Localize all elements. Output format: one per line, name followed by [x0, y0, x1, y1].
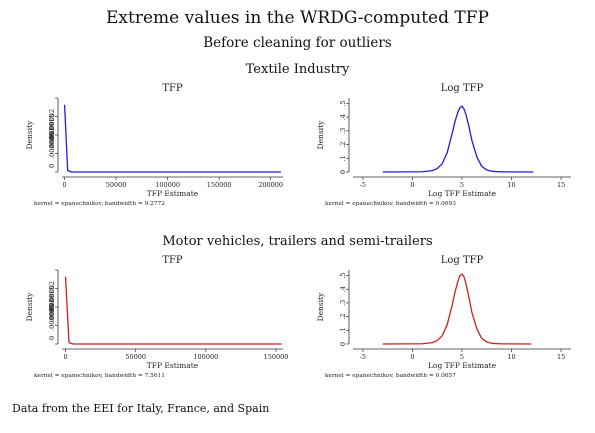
textile-log-tfp-y-tick-label: .3 — [339, 128, 347, 134]
textile-tfp-y-label: Density — [25, 120, 34, 150]
textile-log-tfp-title: Log TFP — [441, 83, 484, 94]
motor-log-tfp-x-tick-label: 15 — [557, 353, 565, 361]
motor-log-tfp-x-tick-label: 5 — [460, 353, 464, 361]
section-title-textile: Textile Industry — [245, 62, 350, 77]
textile-tfp-x-label: TFP Estimate — [147, 189, 199, 198]
motor-tfp-x-tick-label: 100000 — [193, 353, 218, 361]
textile-tfp-y-tick-label: .00002 — [48, 109, 56, 132]
textile-log-tfp-y-tick-label: 0 — [339, 170, 347, 174]
textile-log-tfp-x-tick-label: -5 — [360, 181, 366, 189]
motor-tfp-y-tick-label: 0 — [48, 336, 56, 340]
textile-log-tfp-x-tick-label: 15 — [557, 181, 565, 189]
subtitle: Before cleaning for outliers — [203, 35, 392, 51]
textile-tfp-y-tick-label: .000015 — [48, 114, 56, 141]
motor-tfp-x-tick-label: 50000 — [125, 353, 146, 361]
motor-tfp-y-tick-label: .000005 — [48, 304, 56, 331]
motor-tfp-y-tick-label: .00002 — [48, 281, 56, 304]
textile-log-tfp-density-line — [382, 105, 534, 173]
textile-log-tfp-kernel-note: kernel = epanechnikov, bandwidth = 0.069… — [325, 201, 456, 207]
motor-log-tfp-y-tick-label: .2 — [339, 313, 347, 319]
textile-log-tfp-x-tick-label: 5 — [460, 181, 464, 189]
motor-log-tfp-x-tick-label: 0 — [410, 353, 414, 361]
main-title: Extreme values in the WRDG-computed TFP — [106, 8, 489, 28]
motor-log-tfp-kernel-note: kernel = epanechnikov, bandwidth = 0.065… — [325, 373, 456, 379]
motor-tfp-x-label: TFP Estimate — [147, 361, 199, 370]
textile-tfp-x-tick-label: 200000 — [258, 181, 283, 189]
textile-tfp-x-tick-label: 150000 — [207, 181, 232, 189]
motor-log-tfp-density-line — [382, 273, 532, 345]
motor-tfp-kernel-note: kernel = epanechnikov, bandwidth = 7.561… — [34, 373, 165, 379]
textile-tfp-y-tick-label: .000005 — [48, 132, 56, 159]
textile-tfp-y-tick-label: 0 — [48, 164, 56, 168]
textile-log-tfp-y-tick-label: .4 — [339, 114, 347, 120]
textile-log-tfp-y-label: Density — [316, 120, 325, 150]
motor-log-tfp-y-tick-label: .3 — [339, 300, 347, 306]
textile-tfp-title: TFP — [162, 83, 183, 94]
motor-tfp-x-tick-label: 0 — [63, 353, 67, 361]
motor-tfp-y-label: Density — [25, 292, 34, 322]
textile-log-tfp-y-tick-label: .5 — [339, 100, 347, 106]
textile-tfp-kernel-note: kernel = epanechnikov, bandwidth = 9.277… — [34, 201, 165, 207]
textile-tfp-x-tick-label: 0 — [63, 181, 67, 189]
motor-log-tfp-y-tick-label: 0 — [339, 342, 347, 346]
motor-log-tfp-x-tick-label: -5 — [360, 353, 366, 361]
textile-tfp-x-tick-label: 50000 — [106, 181, 127, 189]
motor-log-tfp-y-label: Density — [316, 292, 325, 322]
textile-log-tfp-x-tick-label: 10 — [507, 181, 515, 189]
motor-log-tfp-y-tick-label: .1 — [339, 327, 347, 333]
textile-tfp-x-tick-label: 100000 — [155, 181, 180, 189]
motor-tfp-density-line — [64, 276, 282, 345]
motor-log-tfp-y-tick-label: .4 — [339, 286, 347, 292]
motor-tfp-x-tick-label: 150000 — [264, 353, 289, 361]
section-title-motor-vehicles: Motor vehicles, trailers and semi-traile… — [162, 234, 433, 249]
textile-log-tfp-x-tick-label: 0 — [410, 181, 414, 189]
motor-log-tfp-y-tick-label: .5 — [339, 272, 347, 278]
motor-log-tfp-title: Log TFP — [441, 255, 484, 266]
textile-log-tfp-y-tick-label: .1 — [339, 155, 347, 161]
textile-tfp-density-line — [63, 104, 281, 173]
motor-log-tfp-x-tick-label: 10 — [507, 353, 515, 361]
textile-tfp-y-tick-label: .00001 — [48, 127, 56, 150]
textile-log-tfp-y-tick-label: .2 — [339, 141, 347, 147]
motor-tfp-title: TFP — [162, 255, 183, 266]
motor-tfp-y-tick-label: .000015 — [48, 286, 56, 313]
textile-log-tfp-x-label: Log TFP Estimate — [428, 189, 497, 198]
motor-log-tfp-x-label: Log TFP Estimate — [428, 361, 497, 370]
footer-note: Data from the EEI for Italy, France, and… — [12, 402, 270, 415]
motor-tfp-y-tick-label: .00001 — [48, 299, 56, 322]
